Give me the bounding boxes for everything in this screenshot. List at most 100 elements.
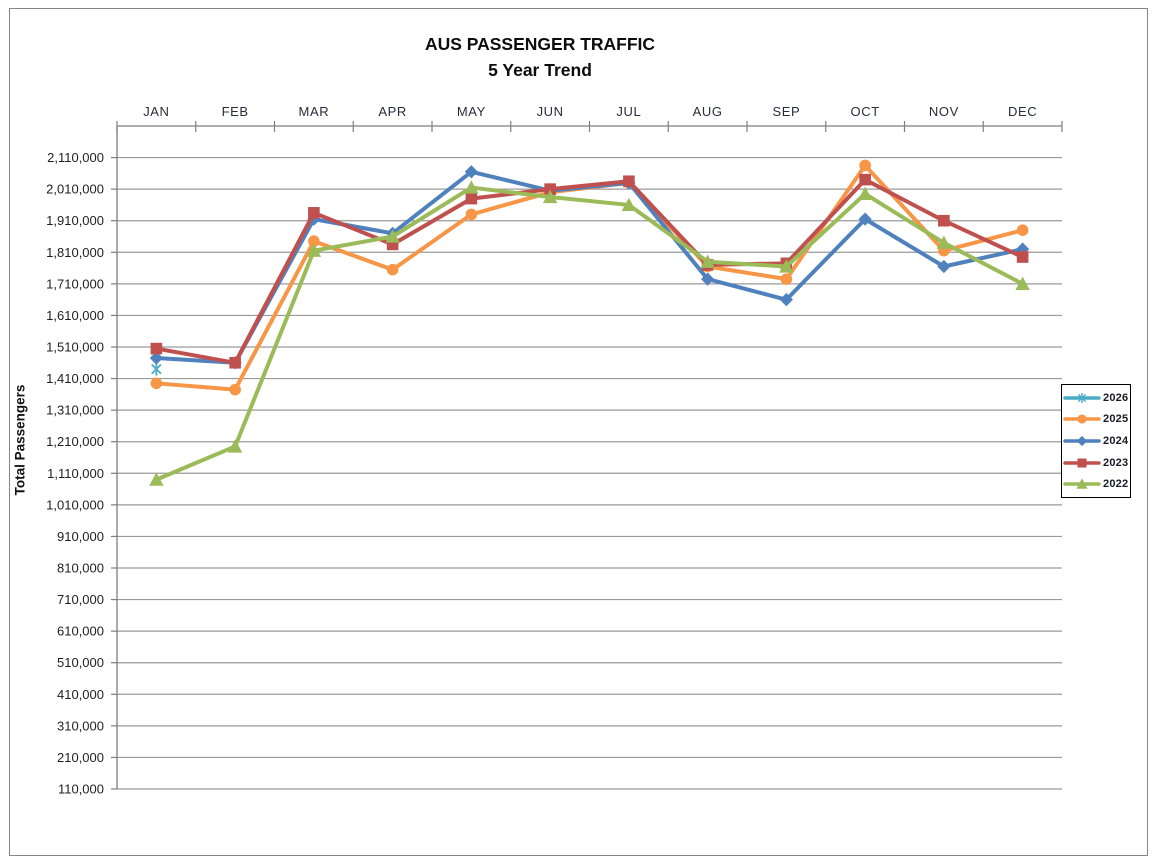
y-tick-label: 1,410,000: [46, 371, 104, 386]
legend-label: 2026: [1103, 391, 1129, 404]
data-point-marker: [542, 189, 558, 204]
data-point-marker: [1077, 414, 1087, 424]
series-line-2022: [154, 185, 1025, 482]
legend-label: 2023: [1103, 456, 1129, 469]
chart-border: [9, 8, 1148, 856]
series-2026: [151, 362, 162, 376]
y-tick-label: 1,010,000: [46, 497, 104, 512]
data-point-marker: [700, 254, 715, 268]
data-point-marker: [386, 263, 399, 276]
y-tick-label: 1,210,000: [46, 434, 104, 449]
data-point-marker: [623, 175, 635, 188]
data-point-marker: [308, 207, 320, 219]
data-point-marker: [1016, 251, 1029, 263]
data-point-marker: [621, 197, 637, 212]
data-point-marker: [464, 165, 478, 179]
data-point-marker: [1016, 224, 1029, 236]
data-point-marker: [544, 183, 556, 195]
data-point-marker: [465, 208, 478, 221]
data-point-marker: [227, 439, 243, 453]
month-label: OCT: [851, 104, 880, 119]
data-point-marker: [779, 293, 793, 307]
data-point-marker: [149, 351, 163, 365]
y-tick-label: 810,000: [57, 561, 104, 576]
series-line-2023: [154, 177, 1025, 365]
legend-item-2024: 2024: [1062, 431, 1130, 451]
data-point-marker: [229, 356, 241, 369]
y-tick-label: 1,110,000: [47, 466, 104, 481]
data-point-marker: [1015, 276, 1030, 290]
y-tick-label: 2,010,000: [46, 182, 104, 197]
y-axis-tick-labels: 110,000 210,000 310,000 410,000 510,000 610,0…: [46, 150, 104, 796]
data-point-marker: [306, 243, 322, 257]
y-tick-label: 410,000: [57, 687, 104, 702]
y-tick-label: 210,000: [57, 750, 104, 765]
chart-title-block: AUS PASSENGER TRAFFIC 5 Year Trend: [0, 31, 1080, 83]
legend-swatch-2023: [1063, 458, 1101, 468]
data-point-marker: [151, 362, 162, 376]
month-label: FEB: [222, 104, 249, 119]
month-label: MAY: [457, 104, 486, 119]
data-point-marker: [779, 259, 794, 273]
data-point-marker: [859, 173, 871, 186]
y-tick-label: 1,510,000: [46, 340, 104, 355]
data-point-marker: [308, 235, 320, 248]
y-tick-label: 710,000: [57, 592, 104, 607]
series-2023: [150, 173, 1029, 369]
data-point-marker: [386, 238, 399, 251]
month-label: NOV: [929, 104, 959, 119]
data-point-marker: [150, 342, 163, 355]
x-axis-month-labels: JAN FEB MAR APR MAY JUN JUL AUG SEP OCT NOV DEC: [143, 104, 1037, 119]
data-point-marker: [1077, 392, 1087, 403]
data-point-marker: [385, 229, 400, 243]
month-label: APR: [378, 104, 407, 119]
data-point-marker: [1077, 458, 1087, 468]
data-point-marker: [150, 377, 163, 390]
data-point-marker: [465, 192, 478, 205]
legend-item-2026: 2026: [1062, 388, 1130, 408]
month-label: JAN: [143, 104, 169, 119]
month-label: MAR: [299, 104, 330, 119]
y-tick-label: 310,000: [57, 718, 104, 733]
legend-label: 2025: [1103, 413, 1129, 426]
data-point-marker: [936, 235, 952, 249]
y-tick-label: 1,910,000: [46, 213, 104, 228]
data-point-marker: [464, 180, 479, 194]
data-point-marker: [859, 159, 871, 172]
month-label: DEC: [1008, 104, 1037, 119]
data-point-marker: [780, 273, 793, 285]
chart-legend: 2026 2025 2024 2023 2022: [1061, 384, 1131, 498]
month-label: SEP: [772, 104, 800, 119]
y-tick-label: 110,000: [58, 782, 104, 797]
chart-subtitle: 5 Year Trend: [488, 60, 592, 80]
month-label: JUN: [537, 104, 564, 119]
data-point-marker: [1076, 478, 1088, 489]
data-point-marker: [1076, 435, 1088, 447]
month-label: JUL: [616, 104, 641, 119]
y-tick-label: 1,810,000: [46, 245, 104, 260]
data-point-marker: [857, 186, 873, 200]
legend-label: 2024: [1103, 434, 1129, 447]
y-tick-label: 1,310,000: [46, 403, 104, 418]
month-label: AUG: [693, 104, 723, 119]
chart-title: AUS PASSENGER TRAFFIC: [424, 34, 656, 54]
series-2022: [149, 180, 1030, 486]
y-tick-label: 2,110,000: [47, 150, 104, 165]
data-point-marker: [937, 259, 951, 274]
data-point-marker: [149, 472, 164, 486]
y-tick-label: 1,610,000: [46, 308, 104, 323]
data-point-marker: [858, 212, 872, 226]
data-point-marker: [701, 272, 715, 286]
data-point-marker: [229, 383, 241, 396]
legend-item-2025: 2025: [1062, 409, 1130, 429]
legend-item-2023: 2023: [1062, 453, 1130, 473]
legend-swatch-2022: [1063, 478, 1101, 489]
y-tick-label: 510,000: [57, 655, 104, 670]
legend-item-2022: 2022: [1062, 474, 1130, 494]
legend-label: 2022: [1103, 478, 1129, 491]
legend-swatch-2025: [1063, 414, 1101, 424]
y-tick-label: 910,000: [57, 529, 104, 544]
legend-swatch-2024: [1063, 435, 1101, 447]
y-tick-label: 1,710,000: [46, 276, 104, 291]
